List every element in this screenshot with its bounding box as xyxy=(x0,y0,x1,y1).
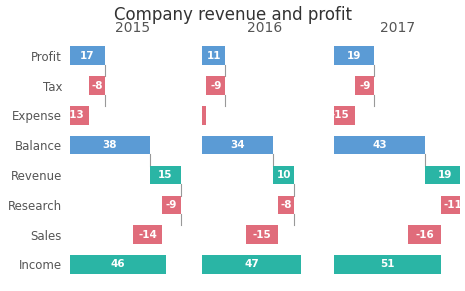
Text: -14: -14 xyxy=(182,110,201,120)
Bar xyxy=(70,136,150,155)
Bar xyxy=(324,106,355,125)
Bar xyxy=(441,196,465,214)
Bar xyxy=(408,225,441,244)
Text: 10: 10 xyxy=(277,170,291,180)
Text: 34: 34 xyxy=(231,140,245,150)
Bar xyxy=(150,166,181,184)
Bar xyxy=(162,196,181,214)
Text: -16: -16 xyxy=(415,230,434,239)
Text: 11: 11 xyxy=(206,51,221,61)
Text: -9: -9 xyxy=(210,81,221,91)
Bar xyxy=(246,225,278,244)
Text: -14: -14 xyxy=(138,230,157,239)
Text: Company revenue and profit: Company revenue and profit xyxy=(113,6,352,24)
Bar xyxy=(202,136,273,155)
Bar xyxy=(334,136,425,155)
Text: 47: 47 xyxy=(244,259,259,269)
Bar xyxy=(334,255,441,274)
Bar xyxy=(202,47,225,65)
Bar xyxy=(133,225,162,244)
Text: -8: -8 xyxy=(280,200,292,210)
Bar xyxy=(278,196,294,214)
Text: 17: 17 xyxy=(80,51,95,61)
Bar xyxy=(177,106,206,125)
Text: 19: 19 xyxy=(438,170,452,180)
Bar xyxy=(273,166,294,184)
Title: 2017: 2017 xyxy=(380,21,415,35)
Text: -8: -8 xyxy=(91,81,103,91)
Text: 51: 51 xyxy=(381,259,395,269)
Title: 2015: 2015 xyxy=(115,21,150,35)
Text: 38: 38 xyxy=(102,140,117,150)
Text: -15: -15 xyxy=(330,110,349,120)
Text: -11: -11 xyxy=(444,200,462,210)
Bar xyxy=(355,76,374,95)
Bar xyxy=(70,47,106,65)
Text: -13: -13 xyxy=(66,110,84,120)
Bar xyxy=(70,255,166,274)
Text: -15: -15 xyxy=(252,230,271,239)
Bar xyxy=(89,76,106,95)
Bar xyxy=(61,106,89,125)
Bar xyxy=(425,166,465,184)
Text: -9: -9 xyxy=(166,200,177,210)
Text: 19: 19 xyxy=(347,51,361,61)
Text: 43: 43 xyxy=(372,140,387,150)
Text: 46: 46 xyxy=(111,259,126,269)
Text: -9: -9 xyxy=(359,81,371,91)
Title: 2016: 2016 xyxy=(247,21,283,35)
Bar xyxy=(206,76,225,95)
Text: 15: 15 xyxy=(158,170,173,180)
Bar xyxy=(334,47,374,65)
Bar xyxy=(202,255,301,274)
